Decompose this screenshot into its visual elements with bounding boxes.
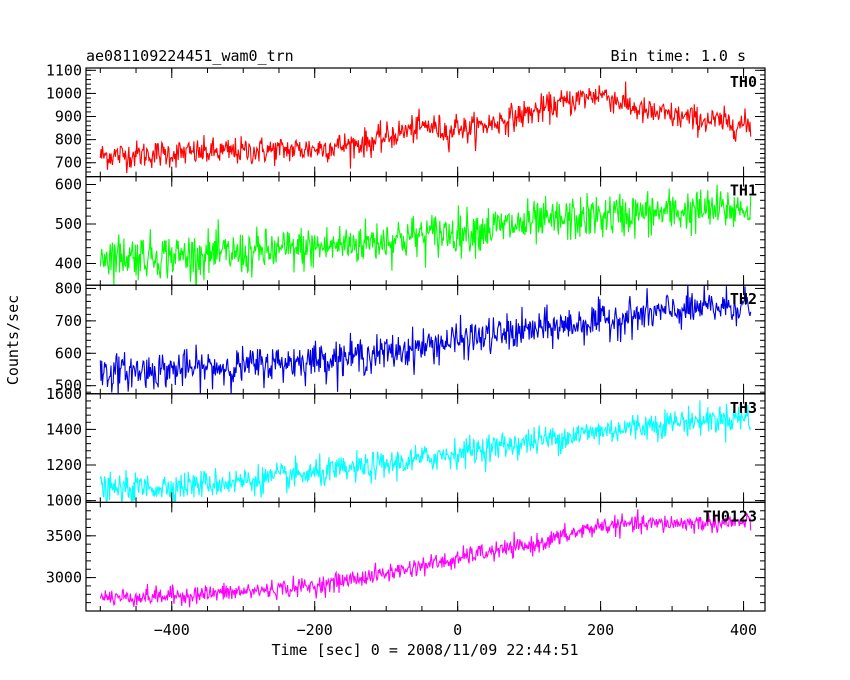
y-tick-label: 1400	[46, 420, 82, 438]
series-line-th0	[99, 81, 752, 174]
panel-frame	[85, 501, 766, 612]
y-tick-label: 1200	[46, 456, 82, 474]
y-tick-label: 1000	[46, 492, 82, 510]
panel-th1: 400 500 600 TH1	[55, 175, 766, 286]
y-tick-label: 500	[55, 215, 82, 233]
y-tick-label: 700	[55, 154, 82, 172]
panel-frame	[85, 176, 766, 286]
x-tick-label: 200	[587, 621, 614, 639]
panel-label-th0123: TH0123	[703, 507, 757, 525]
chart-title-right: Bin time: 1.0 s	[611, 47, 746, 65]
y-tick-label: 3500	[46, 527, 82, 545]
y-tick-label: 700	[55, 312, 82, 330]
series-line-th2	[99, 285, 752, 394]
series-line-th1	[99, 184, 752, 286]
x-tick-label: −200	[297, 621, 333, 639]
y-tick-label: 900	[55, 108, 82, 126]
series-line-th0123	[99, 509, 752, 608]
y-tick-label: 600	[55, 175, 82, 193]
panel-label-th0: TH0	[730, 73, 757, 91]
panel-frame	[85, 284, 766, 395]
x-axis-label: Time [sec] 0 = 2008/11/09 22:44:51	[271, 641, 578, 659]
y-axis-label: Counts/sec	[4, 295, 22, 385]
y-tick-label: 1600	[46, 385, 82, 403]
y-tick-label: 3000	[46, 569, 82, 587]
y-tick-label: 1000	[46, 84, 82, 102]
y-tick-label: 1100	[46, 61, 82, 79]
x-tick-label: 0	[453, 621, 462, 639]
y-tick-label: 800	[55, 131, 82, 149]
panel-label-th2: TH2	[730, 290, 757, 308]
panel-label-th3: TH3	[730, 399, 757, 417]
series-line-th3	[99, 400, 752, 503]
y-tick-label: 500	[55, 377, 82, 395]
panel-th0123: 3000 3500 TH0123	[46, 501, 766, 612]
panel-label-th1: TH1	[730, 182, 757, 200]
y-tick-label: 600	[55, 344, 82, 362]
panel-th2: 500 600 700 800 TH2	[55, 279, 766, 395]
chart-title-left: ae081109224451_wam0_trn	[86, 47, 294, 65]
y-tick-label: 800	[55, 279, 82, 297]
y-tick-label: 400	[55, 254, 82, 272]
x-tick-label: 400	[730, 621, 757, 639]
panel-th3: 1000 1200 1400 1600 TH3	[46, 385, 766, 510]
panel-th0: 700 800 900 1000 1100 TH0	[46, 61, 766, 178]
x-tick-label: −400	[154, 621, 190, 639]
